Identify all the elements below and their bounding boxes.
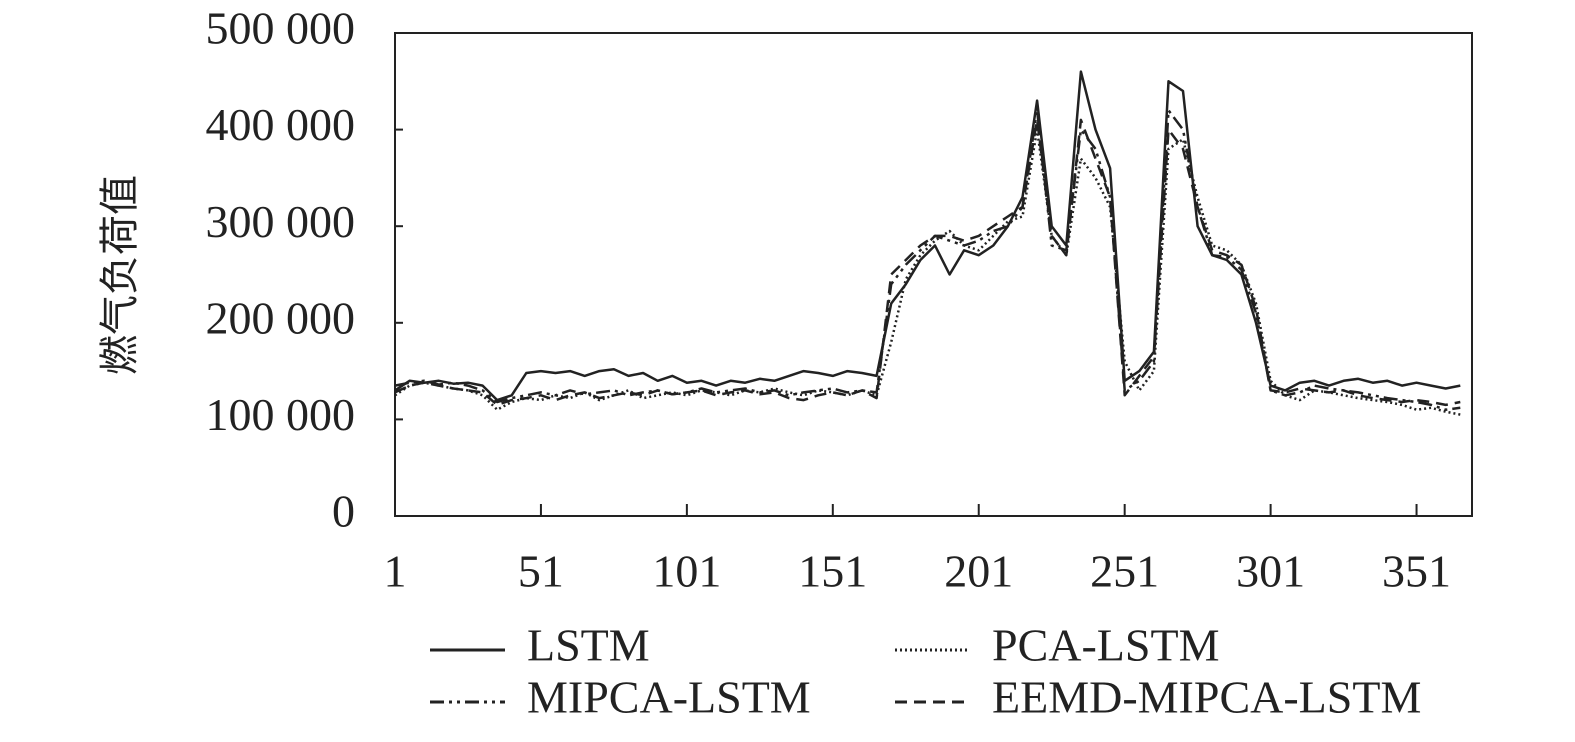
x-tick-label: 301	[1236, 546, 1305, 597]
series-line	[394, 118, 1461, 407]
legend-label: EEMD-MIPCA-LSTM	[992, 672, 1421, 723]
y-tick-label: 0	[332, 486, 355, 537]
series-line	[394, 70, 1461, 402]
legend-label: MIPCA-LSTM	[527, 672, 811, 723]
plot-frame	[394, 32, 1473, 517]
x-tick-label: 101	[652, 546, 721, 597]
legend-label: LSTM	[527, 620, 650, 671]
x-tick-label: 1	[384, 546, 407, 597]
y-axis-label: 燃气负荷值	[97, 175, 143, 375]
series-line	[394, 128, 1461, 416]
x-tick-label: 201	[944, 546, 1013, 597]
x-tick-label: 351	[1382, 546, 1451, 597]
y-tick-label: 400 000	[206, 99, 356, 150]
y-tick-label: 500 000	[206, 3, 356, 54]
legend-label: PCA-LSTM	[992, 620, 1219, 671]
x-tick-label: 151	[798, 546, 867, 597]
x-tick-label: 51	[518, 546, 564, 597]
y-tick-label: 200 000	[206, 292, 356, 343]
y-tick-label: 100 000	[206, 389, 356, 440]
series-line	[394, 109, 1461, 411]
y-tick-label: 300 000	[206, 196, 356, 247]
x-tick-label: 251	[1090, 546, 1159, 597]
